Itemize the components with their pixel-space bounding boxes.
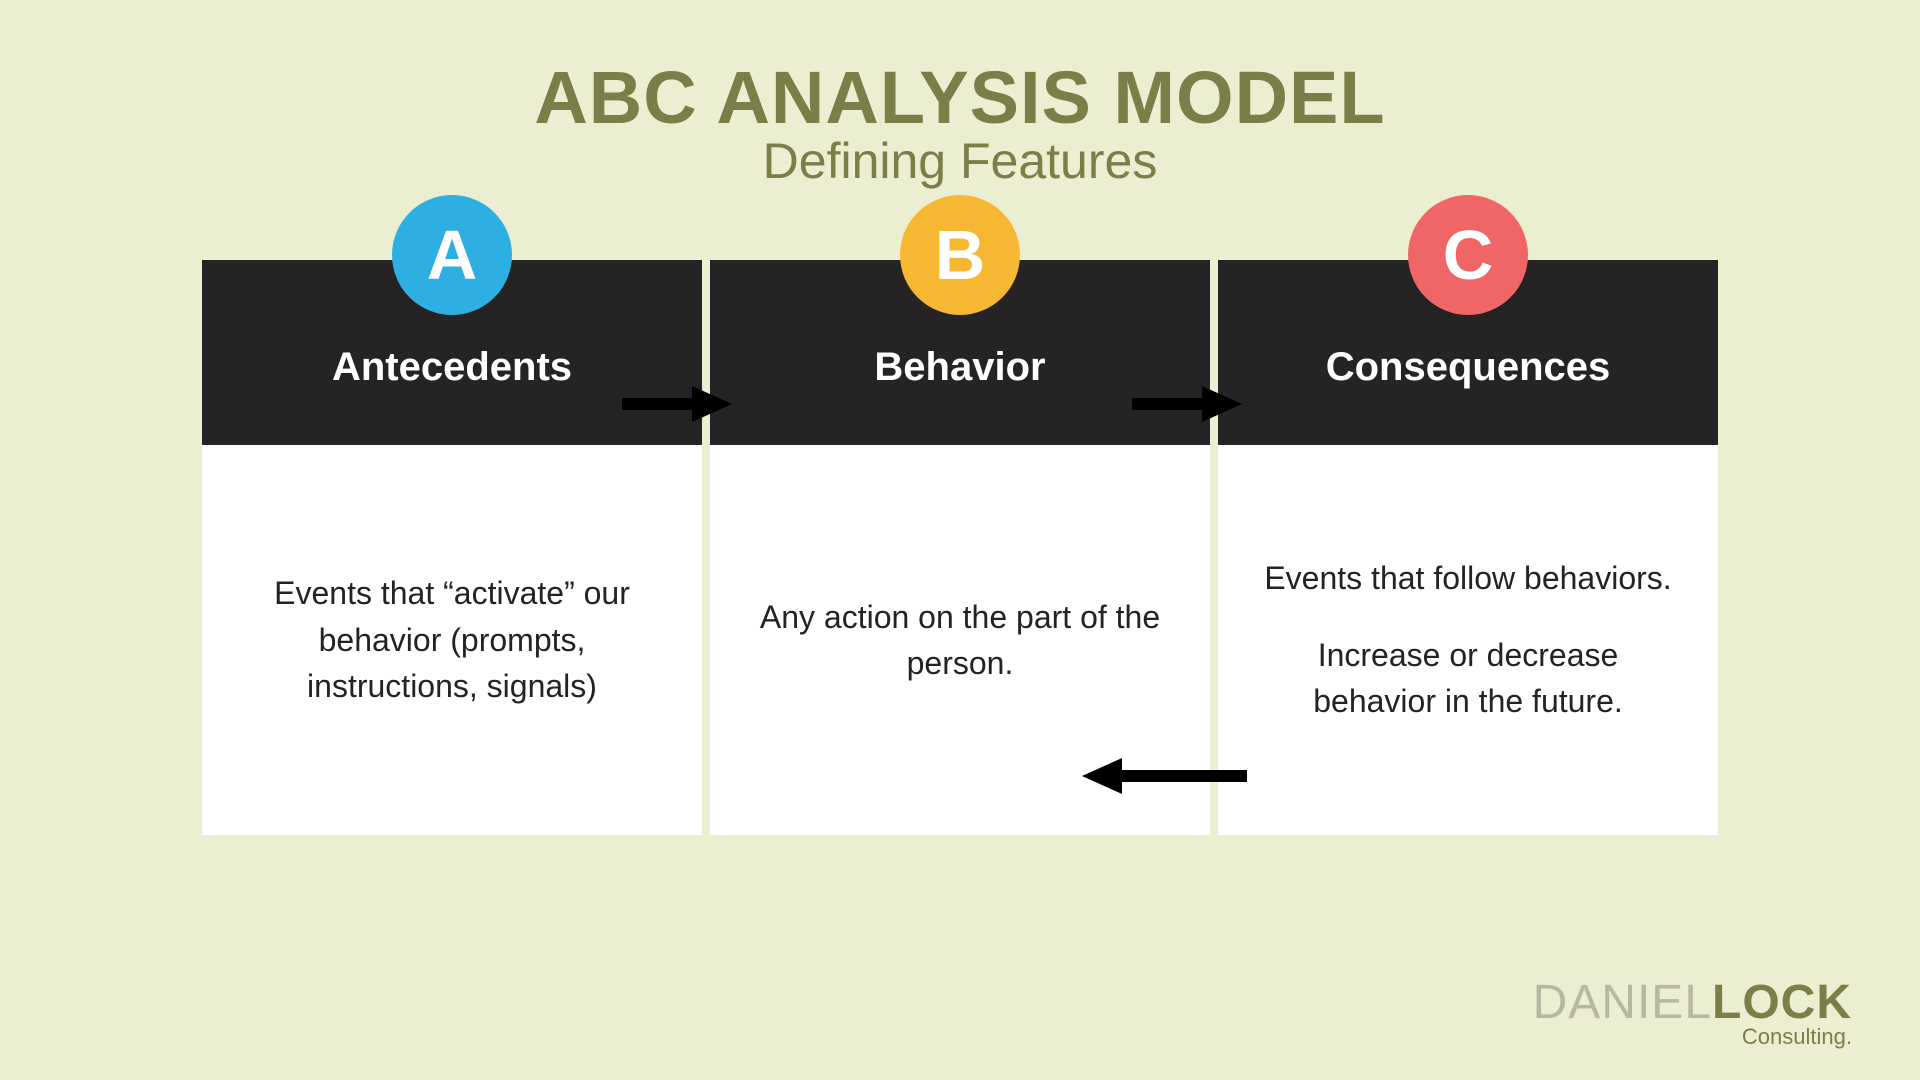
header-a-text: Antecedents xyxy=(332,345,572,390)
header-b-text: Behavior xyxy=(874,345,1045,390)
columns-row: A Antecedents Events that “activate” our… xyxy=(202,260,1718,835)
badge-b-letter: B xyxy=(935,215,986,295)
badge-c: C xyxy=(1408,195,1528,315)
badge-b: B xyxy=(900,195,1020,315)
column-a: A Antecedents Events that “activate” our… xyxy=(202,260,702,835)
content-c-text2: Increase or decrease behavior in the fut… xyxy=(1258,632,1678,725)
infographic-container: ABC ANALYSIS MODEL Defining Features A A… xyxy=(0,0,1920,1080)
main-title: ABC ANALYSIS MODEL xyxy=(534,55,1385,140)
brand-name: DANIELLOCK xyxy=(1533,975,1852,1030)
content-c: Events that follow behaviors. Increase o… xyxy=(1218,445,1718,835)
subtitle: Defining Features xyxy=(763,132,1158,190)
arrow-a-to-b-icon xyxy=(617,380,737,428)
content-a: Events that “activate” our behavior (pro… xyxy=(202,445,702,835)
column-b: B Behavior Any action on the part of the… xyxy=(710,260,1210,835)
badge-a: A xyxy=(392,195,512,315)
brand-first: DANIEL xyxy=(1533,976,1712,1029)
content-a-text: Events that “activate” our behavior (pro… xyxy=(242,570,662,709)
column-c: C Consequences Events that follow behavi… xyxy=(1218,260,1718,835)
badge-a-letter: A xyxy=(427,215,478,295)
content-c-text1: Events that follow behaviors. xyxy=(1264,555,1671,601)
content-b-text: Any action on the part of the person. xyxy=(750,594,1170,687)
brand-last: LOCK xyxy=(1712,976,1852,1029)
arrow-c-to-b-icon xyxy=(1072,752,1252,805)
arrow-b-to-c-icon xyxy=(1127,380,1247,428)
brand-logo: DANIELLOCK Consulting. xyxy=(1533,975,1852,1050)
badge-c-letter: C xyxy=(1443,215,1494,295)
header-c-text: Consequences xyxy=(1326,345,1611,390)
